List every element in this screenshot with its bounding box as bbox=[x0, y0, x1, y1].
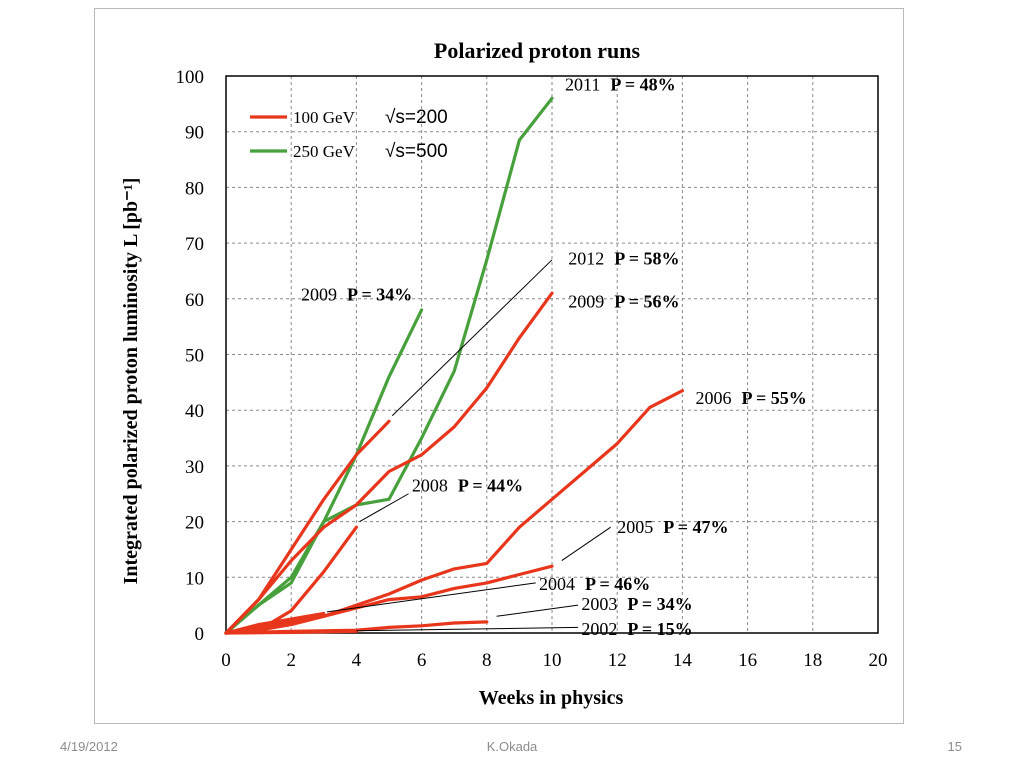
series-year: 2004 bbox=[539, 574, 575, 594]
series-year: 2002 bbox=[581, 619, 617, 639]
x-axis-label: Weeks in physics bbox=[479, 687, 624, 709]
x-tick-label: 0 bbox=[221, 650, 231, 671]
series-line-2005-6 bbox=[224, 564, 554, 635]
series-label-2009: 2009 P = 34% bbox=[301, 284, 412, 304]
series-polarization: P = 55% bbox=[741, 388, 806, 408]
series-year: 2011 bbox=[565, 74, 600, 94]
y-tick-label: 50 bbox=[185, 346, 204, 367]
x-tick-label: 10 bbox=[543, 650, 562, 671]
y-tick-label: 90 bbox=[185, 123, 204, 144]
series-polarization: P = 15% bbox=[627, 619, 692, 639]
series-layer bbox=[224, 96, 684, 635]
x-tick-label: 14 bbox=[673, 650, 693, 671]
series-year: 2009 bbox=[568, 292, 604, 312]
series-label-2012: 2012 P = 58% bbox=[568, 249, 679, 269]
leader-line-2003 bbox=[496, 604, 579, 617]
legend-energy-0: √s=200 bbox=[385, 107, 448, 128]
series-year: 2003 bbox=[581, 594, 617, 614]
series-polarization: P = 44% bbox=[458, 475, 523, 495]
y-tick-label: 70 bbox=[185, 234, 204, 255]
page-number: 15 bbox=[947, 739, 962, 754]
y-tick-label: 40 bbox=[185, 401, 204, 422]
series-line-2009-3 bbox=[224, 291, 554, 635]
x-tick-label: 20 bbox=[869, 650, 888, 671]
legend: 100 GeV √s=200 250 GeV √s=500 bbox=[250, 107, 448, 162]
legend-energy-1: √s=500 bbox=[385, 141, 448, 162]
series-polarization: P = 58% bbox=[614, 249, 679, 269]
series-label-2006: 2006 P = 55% bbox=[695, 388, 806, 408]
series-label-2005: 2005 P = 47% bbox=[617, 517, 728, 537]
chart-svg: 0 2 4 6 8 10 12 14 16 18 20 0 10 20 30 40 50 60 70 80 90 100 … bbox=[120, 38, 888, 709]
footer-author: K.Okada bbox=[486, 739, 538, 754]
series-label-2009: 2009 P = 56% bbox=[568, 292, 679, 312]
y-axis-label: Integrated polarized proton luminosity L… bbox=[120, 178, 142, 585]
series-year: 2005 bbox=[617, 517, 653, 537]
x-tick-label: 16 bbox=[738, 650, 757, 671]
footer-date: 4/19/2012 bbox=[60, 739, 118, 754]
series-polarization: P = 48% bbox=[610, 74, 675, 94]
leader-line-2004 bbox=[326, 582, 536, 613]
series-label-2011: 2011 P = 48% bbox=[565, 74, 676, 94]
series-year: 2009 bbox=[301, 284, 337, 304]
series-polarization: P = 46% bbox=[585, 574, 650, 594]
series-label-2002: 2002 P = 15% bbox=[581, 619, 692, 639]
series-year: 2012 bbox=[568, 249, 604, 269]
y-tick-label: 20 bbox=[185, 513, 204, 534]
leader-line-2012 bbox=[391, 259, 553, 417]
x-tick-label: 2 bbox=[286, 650, 296, 671]
series-line-2002-9 bbox=[224, 629, 358, 635]
series-line-2004-7 bbox=[224, 611, 326, 635]
legend-label-0: 100 GeV bbox=[293, 108, 356, 127]
chart-title: Polarized proton runs bbox=[434, 38, 641, 63]
series-label-2003: 2003 P = 34% bbox=[581, 594, 692, 614]
y-tick-label: 10 bbox=[185, 568, 204, 589]
series-polarization: P = 34% bbox=[627, 594, 692, 614]
series-year: 2006 bbox=[695, 388, 731, 408]
series-label-2008: 2008 P = 44% bbox=[412, 475, 523, 495]
y-tick-label: 0 bbox=[195, 624, 205, 645]
series-year: 2008 bbox=[412, 475, 448, 495]
y-tick-label: 100 bbox=[176, 67, 205, 88]
series-polarization: P = 34% bbox=[347, 284, 412, 304]
x-tick-label: 12 bbox=[608, 650, 627, 671]
leader-line-2002 bbox=[356, 626, 579, 632]
leader-line-2008 bbox=[359, 493, 409, 523]
series-polarization: P = 47% bbox=[663, 517, 728, 537]
series-line-2009-1 bbox=[224, 308, 424, 635]
x-tick-label: 8 bbox=[482, 650, 492, 671]
legend-label-1: 250 GeV bbox=[293, 142, 356, 161]
series-label-2004: 2004 P = 46% bbox=[539, 574, 650, 594]
y-tick-label: 80 bbox=[185, 178, 204, 199]
y-tick-label: 30 bbox=[185, 457, 204, 478]
x-tick-label: 6 bbox=[417, 650, 427, 671]
axis-layer: 0 2 4 6 8 10 12 14 16 18 20 0 10 20 30 40 50 60 70 80 90 100 bbox=[176, 67, 888, 671]
series-polarization: P = 56% bbox=[614, 292, 679, 312]
plot-border bbox=[225, 75, 879, 634]
chart-frame: 0 2 4 6 8 10 12 14 16 18 20 0 10 20 30 40 50 60 70 80 90 100 … bbox=[94, 8, 904, 724]
leader-line-2005 bbox=[561, 526, 611, 562]
y-tick-label: 60 bbox=[185, 290, 204, 311]
series-line-2011-0 bbox=[224, 96, 554, 635]
x-tick-label: 4 bbox=[352, 650, 362, 671]
annotation-layer: 2011 P = 48% 2009 P = 34% 2012 P = 58% 2009 P =… bbox=[301, 74, 807, 639]
x-tick-label: 18 bbox=[803, 650, 822, 671]
